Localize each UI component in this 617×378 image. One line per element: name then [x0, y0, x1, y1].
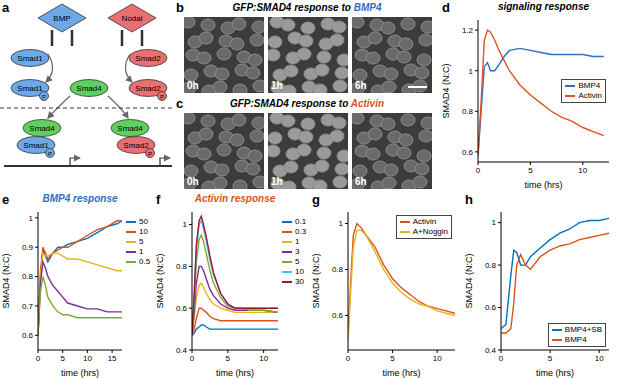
html-text:10: 10: [295, 267, 304, 276]
html-text:6h: 6h: [355, 176, 367, 187]
svg-text:SMAD4 (N:C): SMAD4 (N:C): [464, 253, 474, 308]
svg-text:time (hrs): time (hrs): [383, 368, 421, 378]
svg-text:0.8: 0.8: [332, 265, 344, 274]
svg-text:Smad2: Smad2: [135, 54, 161, 63]
svg-text:10: 10: [578, 166, 587, 175]
html-text:signaling response: signaling response: [497, 1, 590, 12]
svg-text:Smad2: Smad2: [123, 141, 149, 150]
html-text:30: 30: [295, 277, 304, 286]
html-text:BMP4+SB: BMP4+SB: [564, 325, 602, 334]
html-text:c: c: [176, 96, 184, 111]
svg-text:10: 10: [595, 354, 604, 363]
html-text:A+Noggin: A+Noggin: [412, 227, 448, 236]
svg-text:time (hrs): time (hrs): [536, 368, 574, 378]
html-text:BMP4 response: BMP4 response: [42, 193, 118, 204]
svg-text:0: 0: [499, 354, 504, 363]
svg-text:1: 1: [492, 218, 497, 227]
svg-text:5: 5: [390, 354, 395, 363]
html-text:0.5: 0.5: [139, 257, 151, 266]
html-text:h: h: [465, 192, 473, 207]
svg-text:SMAD4 (N:C): SMAD4 (N:C): [441, 63, 451, 118]
svg-text:P: P: [42, 94, 46, 100]
svg-text:1.2: 1.2: [462, 26, 474, 35]
html-text:BMP4: BMP4: [564, 335, 587, 344]
html-text:g: g: [312, 192, 320, 207]
svg-text:1: 1: [339, 219, 344, 228]
html-text:a: a: [2, 0, 10, 15]
svg-text:SMAD4 (N:C): SMAD4 (N:C): [311, 253, 321, 308]
svg-text:0.6: 0.6: [462, 148, 474, 157]
svg-text:0.9: 0.9: [22, 243, 34, 252]
html-text:1h: 1h: [271, 80, 283, 91]
svg-text:0.6: 0.6: [22, 331, 34, 340]
html-text:5: 5: [139, 237, 144, 246]
svg-text:0.4: 0.4: [485, 346, 497, 355]
svg-text:0.7: 0.7: [22, 302, 34, 311]
html-text:3: 3: [295, 247, 300, 256]
svg-text:10: 10: [259, 354, 268, 363]
html-text:Activin: Activin: [412, 217, 437, 226]
svg-text:1: 1: [469, 67, 474, 76]
html-text:0h: 0h: [187, 176, 199, 187]
svg-text:Smad1: Smad1: [17, 54, 43, 63]
svg-text:Smad1: Smad1: [23, 141, 49, 150]
html-text:BMP4: BMP4: [578, 81, 601, 90]
svg-text:time (hrs): time (hrs): [61, 368, 99, 378]
html-text:5: 5: [295, 257, 300, 266]
svg-text:Smad1: Smad1: [17, 84, 43, 93]
svg-text:Smad2: Smad2: [135, 84, 161, 93]
svg-text:0: 0: [476, 166, 481, 175]
svg-text:time (hrs): time (hrs): [216, 368, 254, 378]
html-text:0.3: 0.3: [295, 227, 307, 236]
svg-text:15: 15: [108, 354, 117, 363]
html-text:0.1: 0.1: [295, 217, 307, 226]
html-text:d: d: [442, 0, 450, 15]
svg-text:5: 5: [60, 354, 65, 363]
svg-text:0.6: 0.6: [332, 311, 344, 320]
html-text:0h: 0h: [187, 80, 199, 91]
svg-text:Nodal: Nodal: [122, 14, 143, 23]
html-text:10: 10: [139, 227, 148, 236]
svg-text:0.8: 0.8: [176, 262, 188, 271]
svg-text:Smad4: Smad4: [76, 84, 102, 93]
svg-text:time (hrs): time (hrs): [525, 180, 563, 190]
svg-text:BMP: BMP: [53, 14, 70, 23]
svg-text:0.8: 0.8: [485, 261, 497, 270]
html-text:b: b: [176, 0, 184, 15]
html-text:f: f: [156, 192, 161, 207]
html-text:Activin response: Activin response: [194, 193, 276, 204]
svg-text:5: 5: [226, 354, 231, 363]
svg-text:SMAD4 (N:C): SMAD4 (N:C): [1, 253, 11, 308]
html-text:GFP:SMAD4 response to Activin: GFP:SMAD4 response to Activin: [229, 98, 384, 109]
svg-text:5: 5: [548, 354, 553, 363]
svg-text:0: 0: [346, 354, 351, 363]
svg-text:10: 10: [83, 354, 92, 363]
html-text:e: e: [2, 192, 10, 207]
html-text:6h: 6h: [355, 80, 367, 91]
svg-text:P: P: [160, 94, 164, 100]
svg-text:0: 0: [36, 354, 41, 363]
svg-text:0.8: 0.8: [22, 272, 34, 281]
html-text:GFP:SMAD4 response to BMP4: GFP:SMAD4 response to BMP4: [232, 2, 382, 13]
html-text:50: 50: [139, 217, 148, 226]
svg-text:1: 1: [29, 214, 34, 223]
svg-text:0.6: 0.6: [176, 304, 188, 313]
svg-text:0.4: 0.4: [176, 346, 188, 355]
svg-text:SMAD4 (N:C): SMAD4 (N:C): [155, 253, 165, 308]
svg-text:0.8: 0.8: [462, 107, 474, 116]
svg-text:0: 0: [190, 354, 195, 363]
html-text:1: 1: [139, 247, 144, 256]
svg-text:Smad4: Smad4: [29, 124, 55, 133]
html-text:1h: 1h: [271, 176, 283, 187]
svg-text:P: P: [48, 151, 52, 157]
svg-text:0.6: 0.6: [485, 303, 497, 312]
svg-text:10: 10: [433, 354, 442, 363]
html-text:1: 1: [295, 237, 300, 246]
svg-text:P: P: [148, 151, 152, 157]
svg-text:Smad4: Smad4: [117, 124, 143, 133]
svg-text:1: 1: [183, 220, 188, 229]
html-text:Activin: Activin: [578, 91, 602, 100]
svg-text:5: 5: [528, 166, 533, 175]
